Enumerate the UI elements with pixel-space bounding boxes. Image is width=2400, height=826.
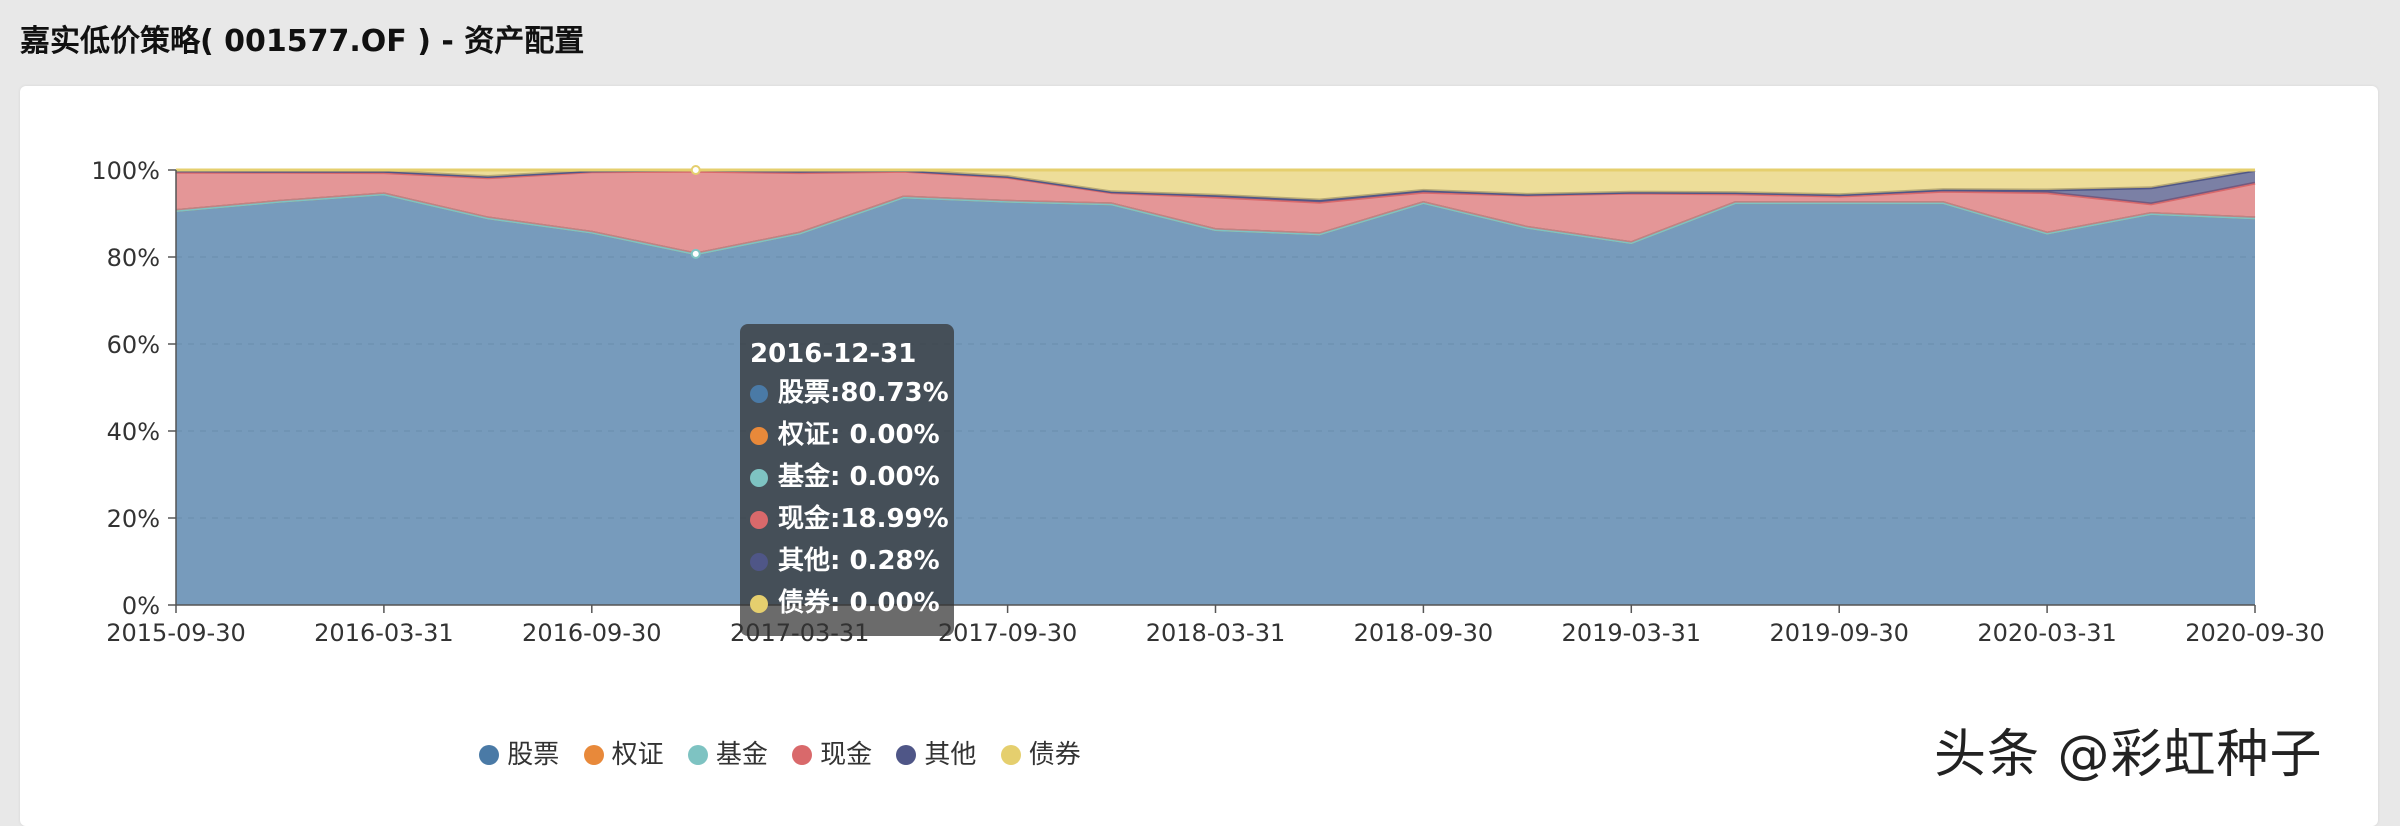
legend-item-fund[interactable]: 基金 bbox=[687, 734, 768, 771]
tooltip-row-other: 其他: 0.28% bbox=[750, 540, 944, 582]
hover-point-bond bbox=[690, 165, 701, 175]
y-tick-label: 0% bbox=[122, 592, 160, 620]
y-tick-label: 60% bbox=[107, 331, 160, 359]
x-tick-label: 2018-03-31 bbox=[1146, 619, 1285, 647]
cash-dot-icon bbox=[750, 511, 768, 529]
legend-item-warrant[interactable]: 权证 bbox=[583, 734, 664, 771]
chart-tooltip: 2016-12-31 股票:80.73% 权证: 0.00% 基金: 0.00%… bbox=[740, 324, 954, 636]
legend-cash-dot-icon bbox=[792, 745, 813, 765]
warrant-dot-icon bbox=[750, 427, 768, 445]
stock-dot-icon bbox=[750, 385, 768, 403]
y-tick-label: 100% bbox=[91, 157, 160, 185]
x-tick-label: 2016-03-31 bbox=[314, 619, 453, 647]
tooltip-row-warrant: 权证: 0.00% bbox=[750, 414, 944, 456]
tooltip-row-cash: 现金:18.99% bbox=[750, 498, 949, 540]
tooltip-row-stock: 股票:80.73% bbox=[750, 372, 949, 414]
area-bond bbox=[176, 170, 2255, 200]
other-dot-icon bbox=[750, 553, 768, 571]
watermark: 头条 @彩虹种子 bbox=[1934, 725, 2323, 785]
x-tick-label: 2017-09-30 bbox=[938, 619, 1077, 647]
tooltip-row-fund: 基金: 0.00% bbox=[750, 456, 944, 498]
legend-stock-dot-icon bbox=[479, 745, 500, 765]
x-tick-label: 2015-09-30 bbox=[106, 619, 245, 647]
tooltip-date: 2016-12-31 bbox=[750, 339, 917, 369]
legend-item-other[interactable]: 其他 bbox=[896, 734, 976, 771]
y-tick-label: 40% bbox=[107, 418, 160, 446]
legend-fund-dot-icon bbox=[687, 745, 708, 765]
area-cash bbox=[176, 171, 2255, 254]
chart-legend: 股票 权证 基金 现金 其他 债券 bbox=[0, 734, 1980, 771]
y-tick-label: 20% bbox=[107, 505, 160, 533]
x-tick-label: 2019-03-31 bbox=[1562, 619, 1701, 647]
area-stock bbox=[176, 193, 2255, 605]
x-tick-label: 2018-09-30 bbox=[1354, 619, 1493, 647]
x-tick-label: 2016-09-30 bbox=[522, 619, 661, 647]
legend-bond-dot-icon bbox=[1000, 745, 1021, 765]
fund-dot-icon bbox=[750, 469, 768, 487]
x-tick-label: 2020-03-31 bbox=[1977, 619, 2116, 647]
page-title: 嘉实低价策略( 001577.OF ) - 资产配置 bbox=[20, 24, 585, 59]
legend-other-dot-icon bbox=[896, 745, 917, 765]
tooltip-row-bond: 债券: 0.00% bbox=[750, 582, 944, 624]
legend-item-stock[interactable]: 股票 bbox=[479, 734, 559, 771]
legend-item-bond[interactable]: 债券 bbox=[1000, 734, 1081, 771]
asset-allocation-chart: 0% 20% 40% 60% 80% 100% 2015-09-30 2016-03-31 20… bbox=[91, 157, 2324, 647]
y-tick-label: 80% bbox=[107, 244, 160, 272]
hover-point-stock bbox=[690, 248, 701, 259]
bond-dot-icon bbox=[750, 595, 768, 613]
x-tick-label: 2020-09-30 bbox=[2185, 619, 2324, 647]
legend-warrant-dot-icon bbox=[583, 745, 604, 765]
legend-item-cash[interactable]: 现金 bbox=[792, 734, 872, 771]
x-tick-label: 2019-09-30 bbox=[1769, 619, 1908, 647]
